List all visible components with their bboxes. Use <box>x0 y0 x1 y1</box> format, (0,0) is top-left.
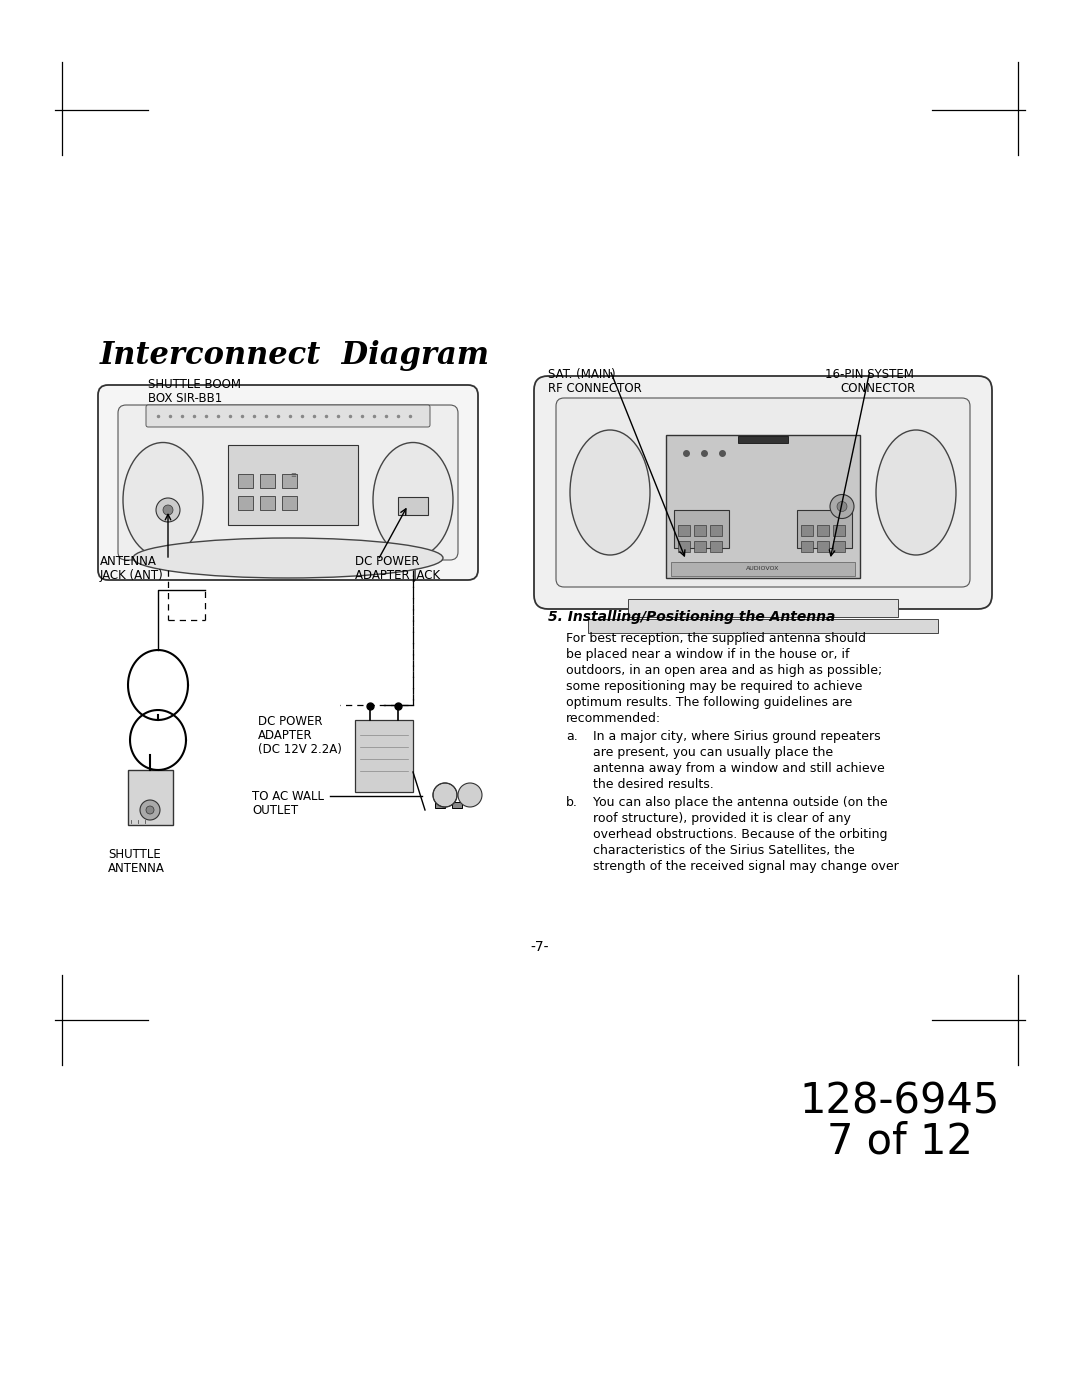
Bar <box>435 802 445 807</box>
Text: antenna away from a window and still achieve: antenna away from a window and still ach… <box>593 761 885 775</box>
Bar <box>816 525 829 536</box>
Bar <box>453 802 462 807</box>
Bar <box>399 497 428 515</box>
Text: DC POWER: DC POWER <box>258 715 323 728</box>
FancyBboxPatch shape <box>556 398 970 587</box>
FancyBboxPatch shape <box>534 376 993 609</box>
Circle shape <box>831 495 854 518</box>
Text: -7-: -7- <box>530 940 550 954</box>
Text: SHUTTLE: SHUTTLE <box>108 848 161 861</box>
Text: For best reception, the supplied antenna should: For best reception, the supplied antenna… <box>566 631 866 645</box>
Text: 16-PIN SYSTEM: 16-PIN SYSTEM <box>825 367 914 381</box>
Text: RF CONNECTOR: RF CONNECTOR <box>548 381 642 395</box>
FancyBboxPatch shape <box>98 386 478 580</box>
Text: ANTENNA: ANTENNA <box>108 862 165 875</box>
Text: SHUTTLE BOOM: SHUTTLE BOOM <box>148 379 241 391</box>
Bar <box>816 541 829 552</box>
Text: be placed near a window if in the house or, if: be placed near a window if in the house … <box>566 648 850 661</box>
Bar <box>228 446 357 525</box>
FancyBboxPatch shape <box>118 405 458 560</box>
Bar <box>355 719 413 792</box>
Text: optimum results. The following guidelines are: optimum results. The following guideline… <box>566 696 852 710</box>
Bar <box>694 525 706 536</box>
Bar <box>801 525 813 536</box>
Text: DC POWER: DC POWER <box>355 555 419 569</box>
Bar <box>801 541 813 552</box>
Text: ≡: ≡ <box>291 472 296 478</box>
Text: ADAPTER: ADAPTER <box>258 729 312 742</box>
Text: strength of the received signal may change over: strength of the received signal may chan… <box>593 861 899 873</box>
Bar <box>260 474 275 488</box>
Circle shape <box>163 504 173 515</box>
Bar <box>238 474 253 488</box>
Text: (DC 12V 2.2A): (DC 12V 2.2A) <box>258 743 342 756</box>
Circle shape <box>146 806 154 814</box>
Text: roof structure), provided it is clear of any: roof structure), provided it is clear of… <box>593 812 851 826</box>
Circle shape <box>156 497 180 522</box>
Bar <box>738 436 788 443</box>
Text: OUTLET: OUTLET <box>252 805 298 817</box>
Text: are present, you can usually place the: are present, you can usually place the <box>593 746 833 759</box>
Text: some repositioning may be required to achieve: some repositioning may be required to ac… <box>566 680 862 693</box>
Text: characteristics of the Sirius Satellites, the: characteristics of the Sirius Satellites… <box>593 844 854 856</box>
Bar <box>666 434 860 578</box>
Circle shape <box>458 782 482 807</box>
Bar <box>282 496 297 510</box>
Circle shape <box>140 800 160 820</box>
Ellipse shape <box>876 430 956 555</box>
Bar <box>238 496 253 510</box>
Text: ADAPTER JACK: ADAPTER JACK <box>355 569 441 583</box>
Text: AUDIOVOX: AUDIOVOX <box>746 567 780 571</box>
Bar <box>671 562 855 576</box>
Ellipse shape <box>123 443 203 557</box>
Text: 5. Installing/Positioning the Antenna: 5. Installing/Positioning the Antenna <box>548 610 835 624</box>
Text: SAT. (MAIN): SAT. (MAIN) <box>548 367 616 381</box>
Bar <box>282 474 297 488</box>
Circle shape <box>433 782 457 807</box>
Text: 128-6945: 128-6945 <box>800 1080 1000 1122</box>
Circle shape <box>837 502 847 511</box>
Text: In a major city, where Sirius ground repeaters: In a major city, where Sirius ground rep… <box>593 731 880 743</box>
Bar <box>833 541 845 552</box>
Ellipse shape <box>570 430 650 555</box>
Bar <box>129 770 173 826</box>
Bar <box>797 510 852 548</box>
Text: Interconnect  Diagram: Interconnect Diagram <box>100 339 490 372</box>
Text: overhead obstructions. Because of the orbiting: overhead obstructions. Because of the or… <box>593 828 888 841</box>
Text: recommended:: recommended: <box>566 712 661 725</box>
Text: JACK (ANT): JACK (ANT) <box>100 569 164 583</box>
Bar <box>627 599 897 617</box>
Text: 7 of 12: 7 of 12 <box>827 1120 973 1162</box>
Bar <box>678 541 690 552</box>
Bar <box>710 525 723 536</box>
Ellipse shape <box>373 443 453 557</box>
Text: BOX SIR-BB1: BOX SIR-BB1 <box>148 393 222 405</box>
Bar <box>588 619 939 633</box>
Text: b.: b. <box>566 796 578 809</box>
Ellipse shape <box>133 538 443 578</box>
Text: the desired results.: the desired results. <box>593 778 714 791</box>
Text: a.: a. <box>566 731 578 743</box>
Bar <box>694 541 706 552</box>
FancyBboxPatch shape <box>146 405 430 427</box>
Text: CONNECTOR: CONNECTOR <box>840 381 915 395</box>
Bar <box>260 496 275 510</box>
Bar <box>710 541 723 552</box>
Text: You can also place the antenna outside (on the: You can also place the antenna outside (… <box>593 796 888 809</box>
Text: TO AC WALL: TO AC WALL <box>252 789 324 803</box>
Text: outdoors, in an open area and as high as possible;: outdoors, in an open area and as high as… <box>566 664 882 678</box>
Bar <box>833 525 845 536</box>
Bar <box>674 510 729 548</box>
Bar <box>678 525 690 536</box>
Text: ANTENNA: ANTENNA <box>100 555 157 569</box>
